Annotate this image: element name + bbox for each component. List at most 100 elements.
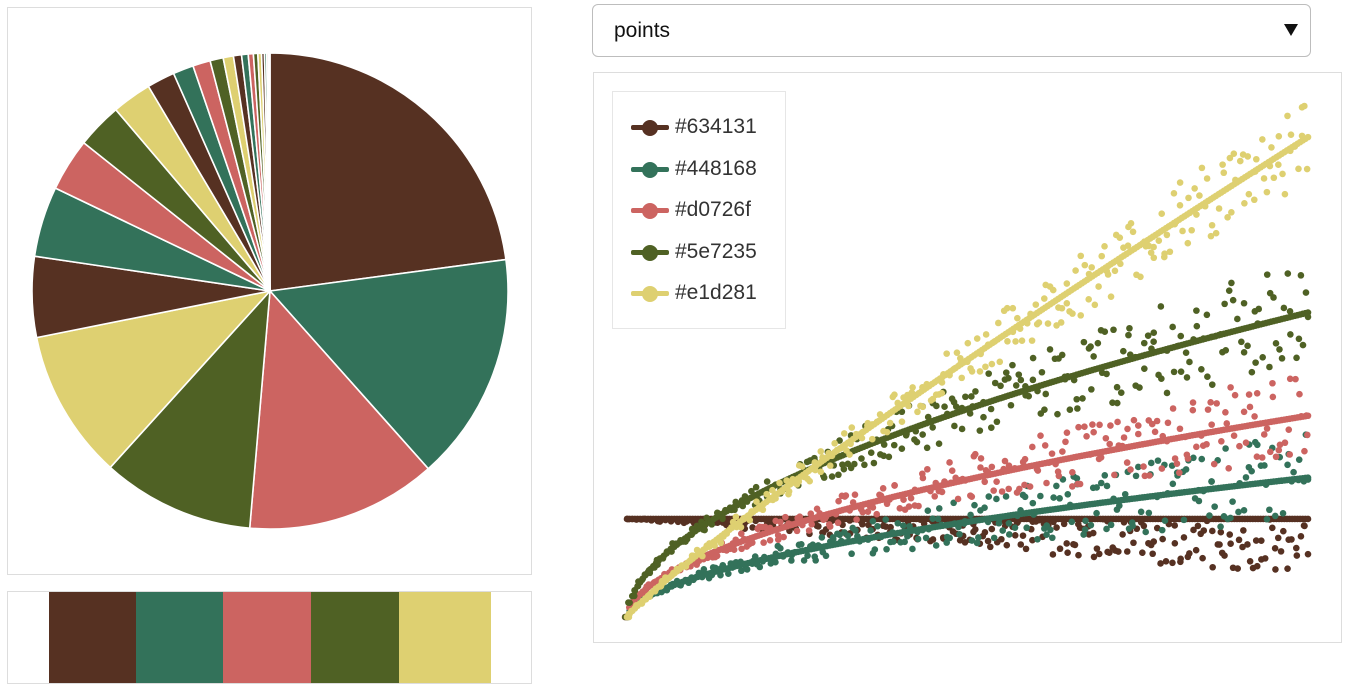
scatter-point xyxy=(1096,421,1103,429)
scatter-point xyxy=(1083,432,1090,440)
pie-chart-panel xyxy=(7,7,532,575)
scatter-point xyxy=(732,513,740,521)
scatter-point xyxy=(1093,509,1100,517)
scatter-point xyxy=(737,530,745,537)
scatter-point xyxy=(900,496,907,503)
scatter-point xyxy=(984,537,992,545)
scatter-point xyxy=(1005,485,1012,493)
scatter-point xyxy=(932,542,940,549)
scatter-point xyxy=(1188,226,1195,234)
legend-item[interactable]: #e1d281 xyxy=(631,279,781,309)
scatter-point xyxy=(1280,304,1288,312)
legend-item[interactable]: #5e7235 xyxy=(631,238,781,268)
scatter-point xyxy=(835,497,842,505)
scatter-point xyxy=(1290,468,1297,476)
scatter-point xyxy=(1103,482,1111,490)
scatter-point xyxy=(1091,301,1099,309)
scatter-point xyxy=(971,501,978,509)
scatter-point xyxy=(1029,536,1036,544)
scatter-point xyxy=(1297,533,1305,540)
scatter-point xyxy=(1044,320,1052,327)
scatter-point xyxy=(851,460,858,468)
scatter-point xyxy=(1193,307,1200,314)
scatter-point xyxy=(988,525,996,533)
scatter-point xyxy=(905,503,913,510)
scatter-point xyxy=(817,448,825,455)
scatter-point xyxy=(1266,363,1273,371)
pie-slice[interactable] xyxy=(35,289,273,469)
palette-swatch[interactable] xyxy=(399,592,491,683)
scatter-point xyxy=(848,550,855,558)
scatter-point xyxy=(1253,155,1260,163)
scatter-point xyxy=(1295,335,1303,343)
scatter-point xyxy=(976,427,984,434)
scatter-point xyxy=(1104,271,1112,278)
palette-swatch[interactable] xyxy=(311,592,399,683)
scatter-point xyxy=(1239,543,1246,551)
scatter-point xyxy=(1270,174,1278,182)
palette-swatch[interactable] xyxy=(49,592,136,683)
palette-swatch[interactable] xyxy=(223,592,311,683)
scatter-point xyxy=(1189,406,1197,414)
scatter-point xyxy=(1009,304,1017,312)
scatter-point xyxy=(999,527,1006,534)
scatter-point xyxy=(1186,358,1193,366)
scatter-point xyxy=(1040,295,1048,302)
scatter-point xyxy=(1090,353,1097,360)
legend-label: #448168 xyxy=(675,157,757,180)
scatter-point xyxy=(1263,188,1271,196)
pie-slice[interactable] xyxy=(267,52,271,292)
scatter-point xyxy=(1077,312,1085,319)
scatter-point xyxy=(869,435,876,443)
scatter-point xyxy=(1087,521,1095,529)
scatter-point xyxy=(883,545,890,553)
scatter-point xyxy=(871,546,879,553)
legend-marker-icon xyxy=(642,245,658,261)
legend-item[interactable]: #448168 xyxy=(631,155,781,185)
scatter-point xyxy=(912,427,920,435)
scatter-point xyxy=(708,571,716,579)
pie-slice[interactable] xyxy=(248,289,430,530)
scatter-point xyxy=(946,459,953,466)
legend-marker-icon xyxy=(642,120,658,136)
scatter-point xyxy=(1021,493,1029,501)
legend-item[interactable]: #634131 xyxy=(631,113,781,143)
scatter-point xyxy=(761,523,769,531)
scatter-point xyxy=(772,495,779,502)
scatter-point xyxy=(954,495,962,503)
scatter-point xyxy=(836,437,843,444)
scatter-point xyxy=(990,534,998,542)
scatter-point xyxy=(1090,553,1098,561)
scatter-point xyxy=(1221,552,1228,559)
scatter-point xyxy=(1041,442,1049,449)
scatter-point xyxy=(1196,192,1203,199)
scatter-chart xyxy=(621,102,1312,621)
scatter-series xyxy=(621,270,1312,621)
pie-slice[interactable] xyxy=(109,288,271,529)
scatter-point xyxy=(1094,339,1102,347)
mode-select[interactable]: points xyxy=(592,4,1311,57)
scatter-point xyxy=(1254,441,1261,449)
scatter-point xyxy=(798,541,805,548)
scatter-point xyxy=(935,505,943,512)
scatter-point xyxy=(1124,242,1132,250)
scatter-point xyxy=(1073,395,1081,403)
scatter-point xyxy=(831,440,838,447)
scatter-point xyxy=(1230,432,1238,440)
scatter-point xyxy=(1245,190,1253,198)
scatter-point xyxy=(1018,337,1026,344)
scatter-point xyxy=(1236,442,1243,450)
scatter-point xyxy=(1088,264,1095,271)
scatter-point xyxy=(1049,286,1057,294)
palette-swatch[interactable] xyxy=(136,592,223,683)
pie-slice[interactable] xyxy=(269,52,507,292)
scatter-point xyxy=(700,565,708,573)
scatter-point xyxy=(1120,434,1128,441)
scatter-point xyxy=(1029,443,1036,451)
legend-item[interactable]: #d0726f xyxy=(631,196,781,226)
scatter-point xyxy=(968,493,976,500)
scatter-point xyxy=(1240,507,1248,514)
pie-slice[interactable] xyxy=(268,258,509,470)
scatter-point xyxy=(1234,315,1241,323)
scatter-point xyxy=(1177,332,1185,340)
